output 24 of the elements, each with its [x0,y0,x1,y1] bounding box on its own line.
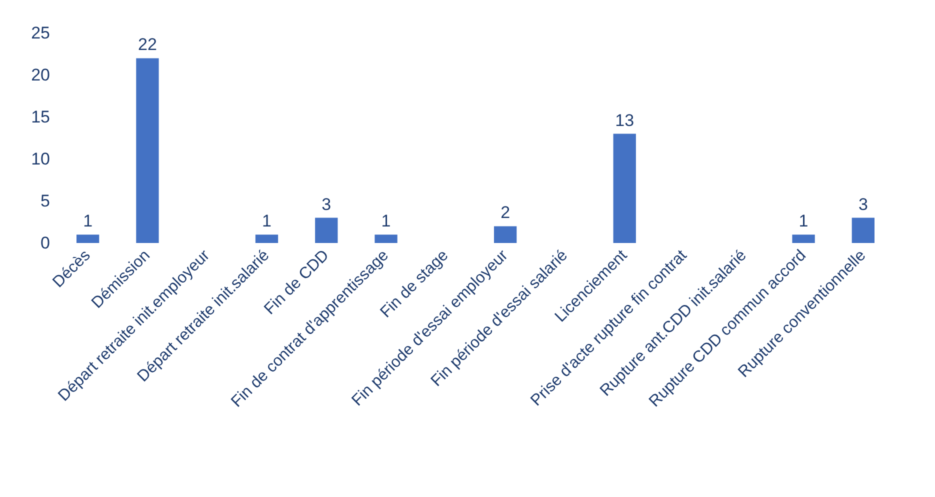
bar [494,226,517,243]
data-label: 3 [858,194,868,214]
data-label: 22 [138,35,157,54]
bar [136,58,159,243]
bar [255,234,278,243]
y-tick-label: 5 [40,192,50,210]
bar [613,134,636,243]
y-tick-label: 10 [31,150,50,168]
data-label: 13 [615,110,634,130]
y-tick-label: 0 [40,234,50,252]
data-label: 1 [262,212,272,231]
bar [792,234,815,243]
bar [76,234,100,243]
data-label: 3 [322,194,332,214]
bar [315,218,338,243]
data-label: 1 [798,212,808,231]
data-label: 1 [381,212,391,231]
y-tick-label: 20 [31,66,50,84]
data-label: 1 [83,212,93,231]
y-tick-label: 25 [31,24,50,42]
data-label: 2 [500,203,510,222]
bar [374,234,398,243]
bar [852,218,875,243]
y-tick-label: 15 [31,108,50,126]
